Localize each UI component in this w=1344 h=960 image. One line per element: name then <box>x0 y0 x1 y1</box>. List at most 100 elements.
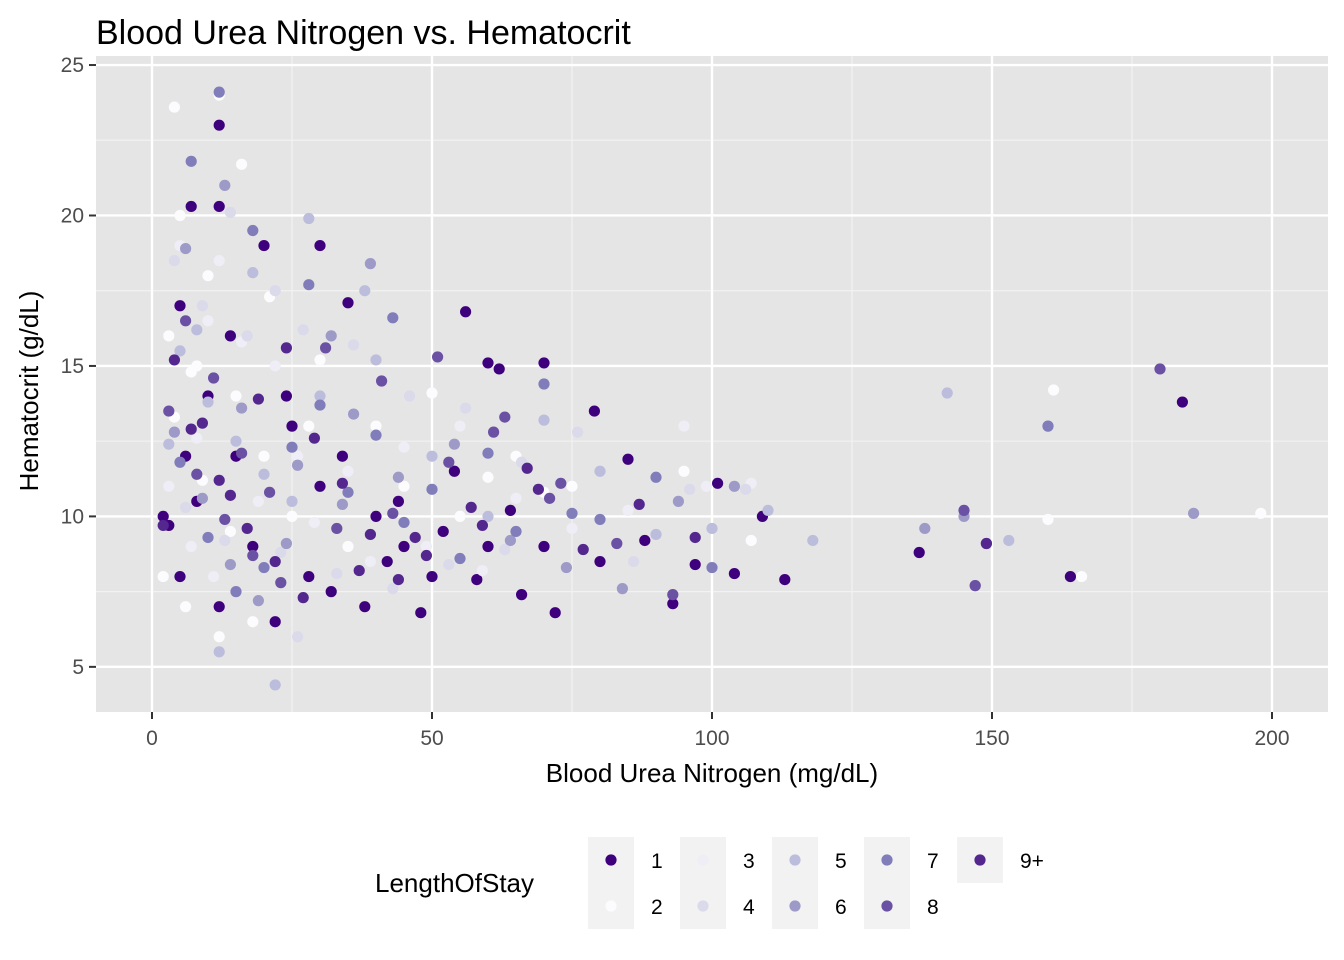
data-point <box>208 372 220 384</box>
data-point <box>219 513 231 526</box>
data-point <box>919 522 931 535</box>
data-point <box>633 498 645 510</box>
data-point <box>549 607 561 619</box>
data-point <box>180 242 192 255</box>
data-point <box>236 158 248 170</box>
data-point <box>314 390 326 402</box>
data-point <box>303 570 315 583</box>
data-point <box>247 616 259 628</box>
data-point <box>348 408 360 420</box>
data-point <box>258 450 270 462</box>
data-point <box>252 495 264 507</box>
data-point <box>426 387 438 399</box>
data-point <box>516 589 528 601</box>
data-point <box>588 405 601 417</box>
data-point <box>420 549 432 562</box>
data-point <box>689 531 701 544</box>
data-point <box>331 522 343 535</box>
data-point <box>398 480 410 492</box>
data-point <box>969 580 981 592</box>
data-point <box>224 330 236 342</box>
legend-key-point <box>697 900 709 912</box>
data-point <box>622 453 634 465</box>
data-point <box>398 516 410 529</box>
data-point <box>1154 363 1166 375</box>
data-point <box>482 471 494 483</box>
data-point <box>359 601 371 613</box>
data-point <box>560 561 573 574</box>
data-point <box>275 577 287 589</box>
data-point <box>572 426 584 438</box>
data-point <box>208 570 220 583</box>
data-point <box>157 510 169 523</box>
data-point <box>258 468 270 480</box>
data-point <box>913 546 925 559</box>
data-point <box>404 390 416 402</box>
data-point <box>577 543 589 556</box>
x-tick-label: 200 <box>1254 727 1289 750</box>
data-point <box>280 390 292 402</box>
data-point <box>958 504 970 516</box>
legend-label: 5 <box>835 850 847 873</box>
data-point <box>185 540 197 553</box>
data-point <box>460 306 472 318</box>
legend-key-point <box>881 900 893 912</box>
data-point <box>476 564 488 577</box>
data-point <box>392 573 404 586</box>
data-point <box>622 504 634 516</box>
data-point <box>482 540 494 553</box>
data-point <box>443 558 455 571</box>
data-point <box>566 507 578 519</box>
data-point <box>280 342 292 354</box>
data-point <box>628 555 640 568</box>
legend-label: 2 <box>651 896 663 919</box>
data-point <box>370 420 382 432</box>
data-point <box>174 300 186 312</box>
data-point <box>650 471 662 483</box>
legend-key-point <box>881 854 893 866</box>
data-point <box>672 495 685 507</box>
data-point <box>213 646 225 658</box>
data-point <box>426 570 438 583</box>
data-point <box>286 420 298 432</box>
data-point <box>650 528 662 541</box>
data-point <box>224 206 236 219</box>
data-point <box>185 366 197 378</box>
data-point <box>454 420 466 432</box>
data-point <box>230 586 242 598</box>
data-point <box>443 456 455 468</box>
data-point <box>336 450 348 462</box>
data-point <box>364 258 376 270</box>
data-point <box>213 119 225 131</box>
data-point <box>740 483 752 495</box>
data-point <box>202 396 214 408</box>
data-point <box>980 537 993 550</box>
legend-key-point <box>789 900 801 912</box>
data-point <box>538 414 550 426</box>
y-tick-label: 5 <box>72 656 84 679</box>
data-point <box>359 285 371 297</box>
data-point <box>689 558 701 571</box>
data-point <box>180 315 192 327</box>
data-point <box>336 477 348 489</box>
data-point <box>331 567 343 580</box>
data-point <box>678 420 690 432</box>
data-point <box>712 477 724 489</box>
x-tick-label: 50 <box>420 727 443 750</box>
data-point <box>762 504 774 516</box>
data-point <box>180 601 192 613</box>
y-tick-label: 15 <box>61 355 84 378</box>
data-point <box>247 540 259 553</box>
data-point <box>297 324 309 336</box>
y-tick-label: 10 <box>61 505 84 528</box>
data-point <box>437 525 449 538</box>
data-point <box>1076 570 1088 583</box>
legend-key-point <box>605 854 617 866</box>
data-point <box>544 492 556 504</box>
data-point <box>454 552 466 565</box>
data-point <box>264 486 276 498</box>
data-point <box>213 86 225 98</box>
data-point <box>241 522 253 535</box>
data-point <box>941 387 953 399</box>
data-point <box>342 540 354 553</box>
